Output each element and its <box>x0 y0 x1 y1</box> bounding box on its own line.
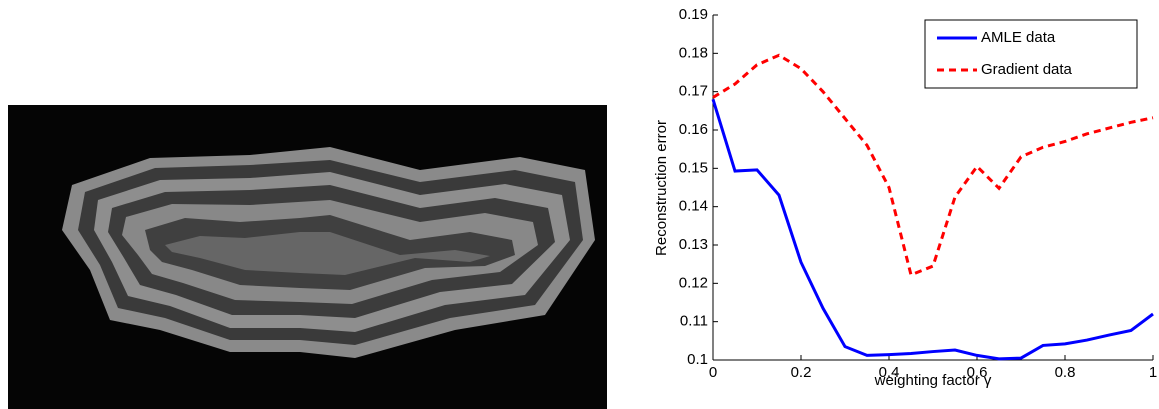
x-tick-label: 0.2 <box>791 364 812 381</box>
x-tick-label: 0.8 <box>1055 364 1076 381</box>
y-tick-label: 0.12 <box>679 274 708 291</box>
legend-label: AMLE data <box>981 29 1056 46</box>
legend-box <box>924 19 1138 89</box>
y-tick-label: 0.19 <box>679 6 708 23</box>
legend-label: Gradient data <box>981 61 1073 78</box>
y-tick-label: 0.15 <box>679 159 708 176</box>
x-tick-label: 0.6 <box>967 364 988 381</box>
y-tick-label: 0.14 <box>679 198 708 215</box>
x-axis-label: weighting factor γ <box>874 372 992 389</box>
line-series <box>711 98 1154 361</box>
y-tick-label: 0.18 <box>679 44 708 61</box>
x-tick-label: 1 <box>1149 364 1157 381</box>
x-tick-label: 0.4 <box>879 364 900 381</box>
y-tick-label: 0.13 <box>679 236 708 253</box>
y-tick-label: 0.16 <box>679 121 708 138</box>
x-tick-label: 0 <box>709 364 717 381</box>
fringe-image <box>8 105 607 409</box>
y-axis-label: Reconstruction error <box>653 120 670 256</box>
y-tick-label: 0.11 <box>680 313 708 330</box>
y-tick-label: 0.1 <box>687 351 708 368</box>
line-series <box>712 53 1154 277</box>
y-tick-label: 0.17 <box>679 83 708 100</box>
